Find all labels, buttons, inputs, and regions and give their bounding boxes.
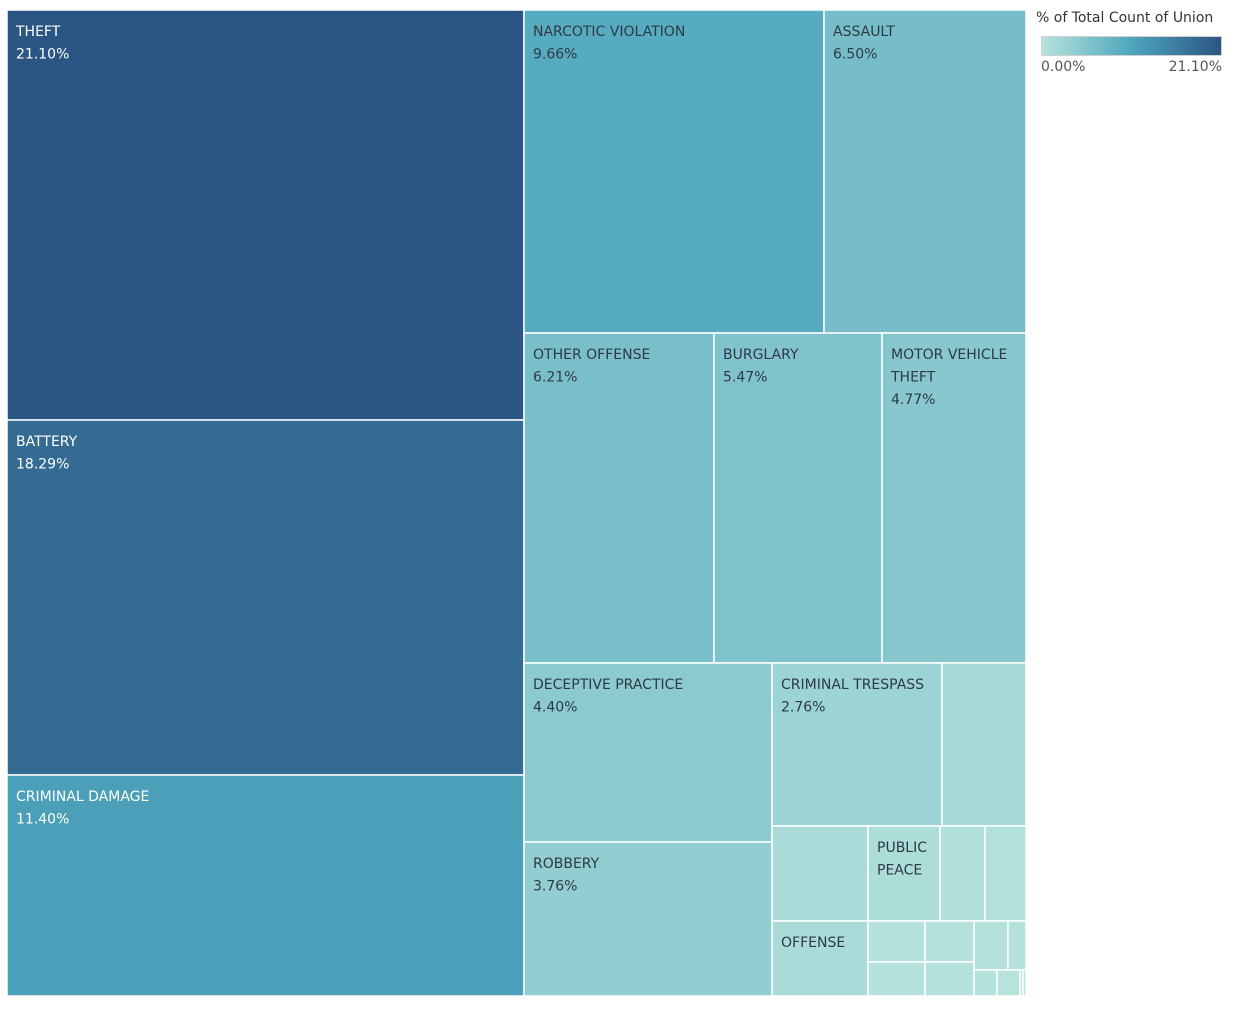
tile-rect-item-12[interactable] [771,825,869,922]
tile-label-assault: ASSAULT [833,24,895,40]
tile-rect-item-23[interactable] [973,969,998,997]
tile-item-19[interactable] [924,920,975,963]
tile-rect-item-14[interactable] [939,825,986,922]
legend-title: % of Total Count of Union [1036,10,1214,26]
tile-item-20[interactable] [924,961,975,997]
tile-label-motor-vehicle-theft: THEFT [890,370,936,386]
legend-max-label: 21.10% [1168,59,1222,75]
tile-value-burglary: 5.47% [723,370,767,386]
legend-ticks: 0.00% 21.10% [1041,59,1222,77]
legend-gradient-bar [1041,36,1222,56]
tile-rect-item-26[interactable] [1022,969,1027,997]
tile-label-narcotic-violation: NARCOTIC VIOLATION [533,24,685,40]
tile-label-robbery: ROBBERY [533,856,600,872]
tile-rect-robbery[interactable] [523,841,773,997]
tile-item-22[interactable] [1007,920,1027,971]
tile-rect-offense[interactable] [771,920,869,997]
tile-label-burglary: BURGLARY [723,347,799,363]
tile-rect-deceptive-practice[interactable] [523,662,773,843]
tile-label-theft: THEFT [15,24,61,40]
tile-value-robbery: 3.76% [533,879,577,895]
tile-motor-vehicle-theft[interactable]: MOTOR VEHICLE THEFT 4.77% [881,332,1027,664]
tile-rect-item-21[interactable] [973,920,1009,971]
tile-rect-criminal-trespass[interactable] [771,662,943,827]
tile-public-peace[interactable]: PUBLIC PEACE [867,825,941,922]
tile-label-public-peace: PUBLIC [877,840,927,856]
tile-rect-criminal-damage[interactable] [6,774,525,997]
tile-rect-item-20[interactable] [924,961,975,997]
tile-robbery[interactable]: ROBBERY 3.76% [523,841,773,997]
tile-rect-assault[interactable] [823,9,1027,334]
tile-rect-burglary[interactable] [713,332,883,664]
tile-rect-item-11[interactable] [941,662,1027,827]
tile-item-18[interactable] [867,961,926,997]
tile-value-other-offense: 6.21% [533,370,577,386]
tile-assault[interactable]: ASSAULT 6.50% [823,9,1027,334]
tile-rect-other-offense[interactable] [523,332,715,664]
tile-label-deceptive-practice: DECEPTIVE PRACTICE [533,677,683,693]
tile-item-24[interactable] [996,969,1021,997]
tile-rect-item-17[interactable] [867,920,926,963]
tile-rect-item-18[interactable] [867,961,926,997]
tile-value-theft: 21.10% [16,47,69,63]
tile-other-offense[interactable]: OTHER OFFENSE 6.21% [523,332,715,664]
tile-criminal-damage[interactable]: CRIMINAL DAMAGE 11.40% [6,774,525,997]
tile-label-motor-vehicle-theft: MOTOR VEHICLE [891,347,1007,363]
tile-deceptive-practice[interactable]: DECEPTIVE PRACTICE 4.40% [523,662,773,843]
tile-offense[interactable]: OFFENSE [771,920,869,997]
tile-item-23[interactable] [973,969,998,997]
tile-label-public-peace: PEACE [877,863,922,879]
tile-rect-theft[interactable] [6,9,525,421]
tile-label-offense: OFFENSE [781,935,845,951]
tile-rect-item-24[interactable] [996,969,1021,997]
color-legend: % of Total Count of Union 0.00% 21.10% [1036,10,1236,77]
tile-item-14[interactable] [939,825,986,922]
tile-rect-battery[interactable] [6,419,525,776]
tile-narcotic-violation[interactable]: NARCOTIC VIOLATION 9.66% [523,9,825,334]
tile-rect-item-22[interactable] [1007,920,1027,971]
tile-battery[interactable]: BATTERY 18.29% [6,419,525,776]
tile-theft[interactable]: THEFT 21.10% [6,9,525,421]
legend-min-label: 0.00% [1041,59,1086,75]
tile-rect-narcotic-violation[interactable] [523,9,825,334]
tile-burglary[interactable]: BURGLARY 5.47% [713,332,883,664]
tile-value-narcotic-violation: 9.66% [533,47,577,63]
tile-label-criminal-trespass: CRIMINAL TRESPASS [781,677,924,693]
tile-label-criminal-damage: CRIMINAL DAMAGE [16,789,149,805]
tile-value-motor-vehicle-theft: 4.77% [891,392,935,408]
tile-value-criminal-damage: 11.40% [16,812,69,828]
tile-value-criminal-trespass: 2.76% [781,700,825,716]
tile-value-battery: 18.29% [16,457,69,473]
tile-rect-motor-vehicle-theft[interactable] [881,332,1027,664]
tile-item-21[interactable] [973,920,1009,971]
tile-rect-item-19[interactable] [924,920,975,963]
tile-criminal-trespass[interactable]: CRIMINAL TRESPASS 2.76% [771,662,943,827]
tile-item-12[interactable] [771,825,869,922]
tile-item-17[interactable] [867,920,926,963]
tile-item-11[interactable] [941,662,1027,827]
tile-item-15[interactable] [984,825,1027,922]
tile-rect-item-15[interactable] [984,825,1027,922]
tile-value-assault: 6.50% [833,47,877,63]
tile-value-deceptive-practice: 4.40% [533,700,577,716]
tile-label-other-offense: OTHER OFFENSE [533,347,650,363]
tile-label-battery: BATTERY [16,434,78,450]
tile-item-26[interactable] [1022,969,1027,997]
